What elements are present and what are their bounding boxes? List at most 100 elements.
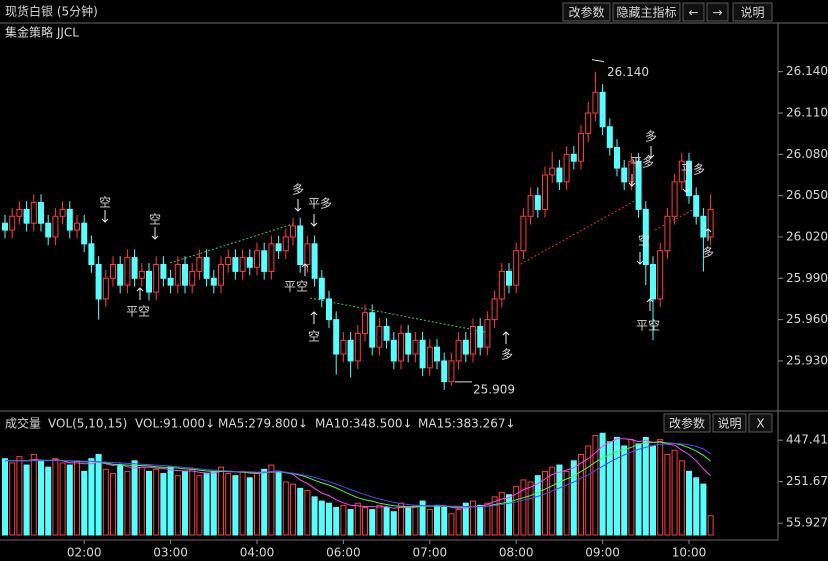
- candle-body: [74, 222, 80, 231]
- volume-bar: [81, 470, 88, 536]
- volume-bar: [527, 481, 534, 536]
- volume-bar: [650, 445, 656, 536]
- signal-arrow: [647, 146, 655, 159]
- button-frame[interactable]: [748, 413, 773, 433]
- x-tick-label: 03:00: [153, 546, 188, 560]
- candle-body: [635, 160, 642, 210]
- button-frame[interactable]: [562, 2, 611, 22]
- volume-bar: [520, 479, 527, 536]
- y-tick-label: 25.960: [786, 312, 828, 326]
- candle-body: [290, 225, 296, 238]
- signal-label: 平空: [636, 319, 660, 333]
- volume-bar: [700, 483, 707, 536]
- candle-body: [671, 181, 678, 217]
- candle-body: [534, 195, 541, 210]
- button-label[interactable]: 说明: [740, 5, 764, 20]
- volume-bar: [52, 458, 59, 536]
- button-frame[interactable]: [712, 413, 747, 433]
- volume-bar: [210, 470, 217, 536]
- candle-body: [2, 222, 8, 231]
- button[interactable]: 改参数: [562, 2, 611, 22]
- candle-body: [218, 264, 224, 286]
- button-label[interactable]: →: [712, 6, 722, 20]
- button-label[interactable]: X: [756, 417, 764, 431]
- button-frame[interactable]: [706, 2, 729, 22]
- button-label[interactable]: 改参数: [568, 5, 604, 20]
- candle-body: [81, 222, 88, 245]
- y-tick-label: 26.140: [786, 64, 828, 78]
- volume-bar: [707, 515, 714, 536]
- volume-bar: [376, 504, 383, 536]
- button[interactable]: 说明: [732, 2, 773, 22]
- signal-label: 平多: [308, 197, 332, 211]
- volume-bar: [282, 481, 289, 536]
- button-label[interactable]: 隐藏主指标: [616, 5, 676, 20]
- button-label[interactable]: 说明: [717, 416, 741, 431]
- candle-body: [513, 250, 520, 286]
- candle-body: [30, 202, 37, 224]
- button-frame[interactable]: [663, 413, 711, 433]
- candle-body: [246, 257, 253, 268]
- signal-label: 平空: [126, 305, 150, 319]
- volume-bar: [585, 445, 592, 536]
- volume-bar: [290, 483, 296, 536]
- volume-bar: [441, 506, 448, 536]
- volume-bar: [45, 466, 52, 536]
- candle-body: [275, 243, 282, 252]
- x-tick-label: 02:00: [67, 546, 102, 560]
- volume-bar: [506, 494, 512, 536]
- volume-bar: [146, 470, 152, 536]
- candle-body: [138, 270, 145, 279]
- volume-bar: [556, 464, 563, 536]
- button[interactable]: X: [748, 413, 773, 433]
- signal-arrow: [136, 287, 144, 300]
- candle-body: [146, 270, 152, 293]
- candle-body: [470, 325, 476, 355]
- candle-body: [570, 153, 577, 162]
- candle-body: [585, 112, 592, 135]
- button[interactable]: →: [706, 2, 729, 22]
- volume-bar: [254, 473, 260, 536]
- button-frame[interactable]: [612, 2, 681, 22]
- volume-bar: [74, 460, 80, 536]
- volume-bar: [88, 458, 95, 536]
- candle-body: [16, 208, 23, 217]
- volume-bar: [246, 477, 253, 536]
- candle-body: [642, 208, 649, 266]
- candle-body: [592, 91, 599, 114]
- candle-body: [390, 339, 397, 362]
- button-frame[interactable]: [682, 2, 705, 22]
- y-tick-label: 26.110: [786, 106, 828, 120]
- candle-body: [189, 270, 196, 286]
- volume-bar: [102, 468, 109, 536]
- volume-bar: [95, 453, 102, 536]
- button-frame[interactable]: [732, 2, 773, 22]
- volume-bar: [362, 506, 368, 536]
- candle-body: [678, 160, 685, 183]
- volume-bar: [434, 504, 440, 536]
- volume-bar: [678, 460, 685, 536]
- button-label[interactable]: ←: [688, 6, 698, 20]
- legend-item: VOL:91.000↓: [135, 417, 215, 431]
- button[interactable]: 说明: [712, 413, 747, 433]
- button-label[interactable]: 改参数: [669, 416, 705, 431]
- volume-bar: [426, 509, 433, 536]
- signal-label: 平多: [630, 156, 654, 170]
- volume-bar: [664, 453, 671, 536]
- min-label: 25.909: [473, 382, 515, 396]
- candle-body: [66, 208, 73, 231]
- strategy-label: 集金策略 JJCL: [5, 25, 79, 40]
- candle-body: [297, 225, 304, 266]
- button[interactable]: 隐藏主指标: [612, 2, 681, 22]
- volume-bar: [196, 475, 203, 536]
- button[interactable]: ←: [682, 2, 705, 22]
- volume-bar: [390, 511, 397, 536]
- x-tick-label: 10:00: [672, 546, 707, 560]
- candle-body: [174, 264, 181, 286]
- volume-bar: [131, 460, 138, 536]
- volume-bar: [218, 466, 224, 536]
- button[interactable]: 改参数: [663, 413, 711, 433]
- volume-bar: [225, 473, 232, 536]
- candle-body: [210, 277, 217, 286]
